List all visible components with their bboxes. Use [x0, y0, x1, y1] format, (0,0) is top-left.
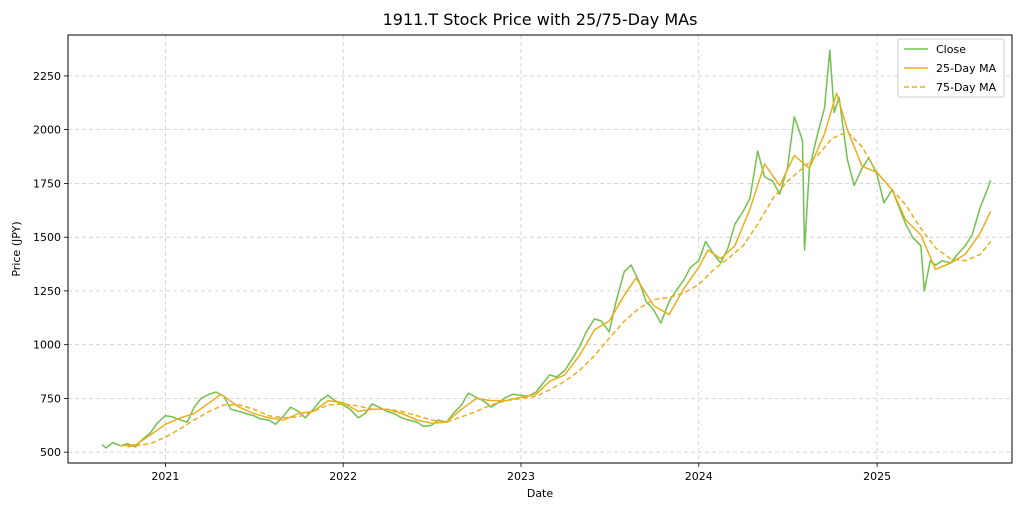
y-tick-label: 2000 [33, 124, 61, 137]
legend-label-75-day-ma: 75-Day MA [936, 81, 997, 94]
axis-ticks: 2021 2022 2023 2024 2025 500 750 1000 1250 1500 17… [33, 70, 891, 483]
x-tick-label: 2021 [151, 470, 179, 483]
chart-title: 1911.T Stock Price with 25/75-Day MAs [383, 10, 698, 29]
series-lines [101, 49, 992, 449]
x-tick-label: 2022 [329, 470, 357, 483]
grid-lines [68, 35, 1012, 463]
y-tick-label: 750 [40, 393, 61, 406]
legend-label-25-day-ma: 25-Day MA [936, 62, 997, 75]
y-tick-label: 500 [40, 446, 61, 459]
x-tick-label: 2024 [685, 470, 713, 483]
x-tick-label: 2023 [507, 470, 535, 483]
series-line-close [101, 49, 992, 449]
legend-box [897, 38, 1005, 98]
y-axis-label: Price (JPY) [10, 221, 23, 276]
series-line-25-day-ma [120, 92, 992, 447]
x-tick-label: 2025 [863, 470, 891, 483]
plot-frame [67, 34, 1013, 464]
x-axis-label: Date [527, 487, 554, 500]
y-tick-label: 2250 [33, 70, 61, 83]
legend: Close 25-Day MA 75-Day MA [897, 38, 1005, 98]
y-tick-label: 1000 [33, 339, 61, 352]
y-tick-label: 1250 [33, 285, 61, 298]
y-tick-label: 1500 [33, 231, 61, 244]
legend-label-close: Close [936, 43, 966, 56]
series-line-75-day-ma [127, 131, 992, 448]
y-tick-label: 1750 [33, 177, 61, 190]
